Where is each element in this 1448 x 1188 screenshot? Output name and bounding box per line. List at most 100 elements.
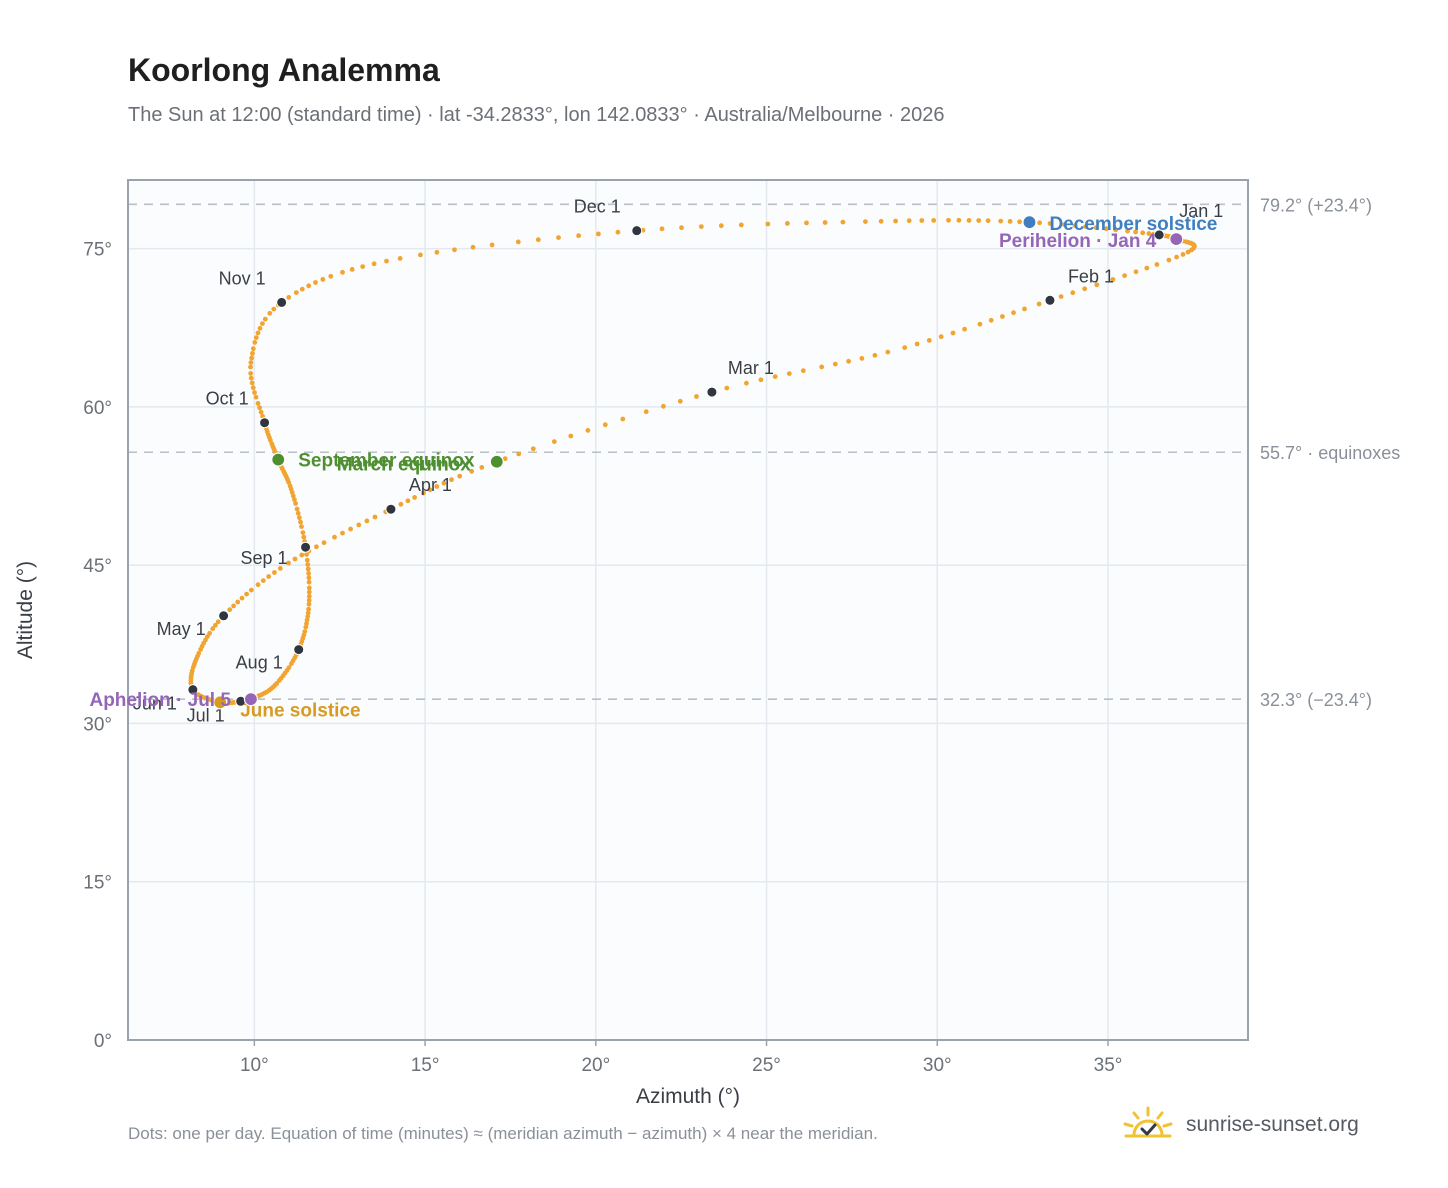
daily-point bbox=[292, 497, 297, 502]
daily-point bbox=[397, 256, 403, 261]
y-tick-label: 60° bbox=[83, 398, 112, 419]
month-marker bbox=[276, 296, 288, 308]
daily-point bbox=[260, 321, 265, 326]
daily-point bbox=[1017, 219, 1022, 225]
daily-point bbox=[596, 231, 601, 237]
daily-point bbox=[859, 356, 865, 361]
daily-point bbox=[659, 226, 665, 232]
daily-point bbox=[585, 428, 591, 433]
daily-point bbox=[1062, 222, 1067, 228]
month-label: Mar 1 bbox=[728, 358, 774, 378]
daily-point bbox=[1058, 294, 1064, 299]
x-tick-label: 20° bbox=[581, 1055, 610, 1076]
daily-point bbox=[255, 401, 261, 406]
daily-point bbox=[977, 321, 983, 327]
daily-point bbox=[405, 498, 411, 504]
daily-point bbox=[1093, 225, 1099, 231]
daily-point bbox=[227, 607, 233, 613]
daily-point bbox=[840, 219, 846, 225]
daily-point bbox=[1174, 254, 1179, 260]
daily-point bbox=[902, 345, 908, 350]
daily-point bbox=[819, 364, 825, 370]
daily-point bbox=[239, 595, 245, 601]
daily-point bbox=[295, 510, 301, 516]
daily-point bbox=[249, 587, 254, 593]
month-label: Oct 1 bbox=[206, 389, 249, 409]
daily-point bbox=[248, 371, 254, 376]
daily-point bbox=[257, 405, 262, 411]
y-tick-label: 0° bbox=[94, 1031, 112, 1052]
daily-point bbox=[1011, 310, 1016, 316]
daily-point bbox=[1144, 265, 1150, 271]
daily-point bbox=[1037, 220, 1042, 226]
daily-point bbox=[412, 495, 417, 500]
daily-point bbox=[250, 351, 255, 356]
daily-point bbox=[679, 225, 684, 231]
daily-point bbox=[314, 544, 319, 550]
daily-point bbox=[298, 519, 303, 525]
daily-point bbox=[1166, 257, 1172, 263]
daily-point bbox=[418, 252, 423, 258]
plot-area bbox=[128, 180, 1248, 1040]
daily-point bbox=[340, 269, 345, 275]
daily-point bbox=[1113, 227, 1119, 233]
month-marker bbox=[187, 684, 199, 696]
daily-point bbox=[786, 371, 792, 376]
daily-point bbox=[804, 220, 809, 226]
event-label: September equinox bbox=[298, 451, 475, 472]
daily-point bbox=[661, 403, 666, 409]
daily-point bbox=[301, 534, 307, 540]
daily-point bbox=[215, 619, 221, 625]
daily-point bbox=[398, 501, 404, 507]
brand-name[interactable]: sunrise-sunset.org bbox=[1186, 1113, 1359, 1136]
daily-point bbox=[248, 375, 254, 381]
daily-point bbox=[976, 218, 982, 223]
daily-point bbox=[530, 446, 536, 452]
daily-point bbox=[332, 534, 337, 540]
daily-point bbox=[360, 264, 366, 269]
daily-point bbox=[306, 593, 312, 599]
daily-point bbox=[306, 589, 312, 595]
daily-point bbox=[1154, 262, 1160, 267]
daily-point bbox=[620, 416, 626, 422]
daily-point bbox=[1070, 290, 1076, 296]
month-label: Jul 1 bbox=[187, 705, 225, 725]
daily-point bbox=[249, 355, 255, 361]
sun-check-icon bbox=[1123, 1106, 1173, 1138]
event-marker bbox=[243, 692, 259, 707]
month-label: Apr 1 bbox=[409, 475, 452, 495]
daily-point bbox=[299, 524, 304, 529]
brand[interactable]: sunrise-sunset.org bbox=[1120, 1100, 1359, 1150]
daily-point bbox=[306, 579, 312, 585]
daily-point bbox=[643, 409, 649, 415]
daily-point bbox=[576, 233, 581, 239]
event-marker bbox=[271, 452, 286, 467]
daily-point bbox=[962, 326, 967, 332]
daily-point bbox=[724, 385, 730, 391]
month-marker bbox=[385, 503, 397, 515]
daily-point bbox=[535, 237, 541, 243]
daily-point bbox=[304, 557, 310, 563]
month-marker bbox=[300, 541, 312, 553]
daily-point bbox=[800, 368, 806, 374]
daily-point bbox=[441, 480, 447, 486]
daily-point bbox=[434, 249, 440, 255]
daily-point bbox=[235, 599, 241, 605]
y-tick-label: 75° bbox=[83, 240, 112, 261]
daily-point bbox=[427, 487, 433, 493]
daily-point bbox=[966, 218, 972, 223]
daily-point bbox=[832, 361, 838, 367]
event-marker bbox=[489, 454, 504, 469]
x-tick-label: 25° bbox=[752, 1055, 781, 1076]
daily-point bbox=[252, 340, 258, 345]
daily-point bbox=[231, 603, 237, 609]
daily-point bbox=[305, 566, 311, 572]
daily-point bbox=[293, 290, 299, 295]
daily-point bbox=[297, 515, 302, 521]
daily-point bbox=[299, 286, 305, 292]
daily-point bbox=[320, 277, 326, 282]
daily-point bbox=[277, 566, 283, 571]
daily-point bbox=[502, 456, 508, 462]
daily-point bbox=[469, 468, 475, 474]
month-marker bbox=[218, 610, 230, 622]
